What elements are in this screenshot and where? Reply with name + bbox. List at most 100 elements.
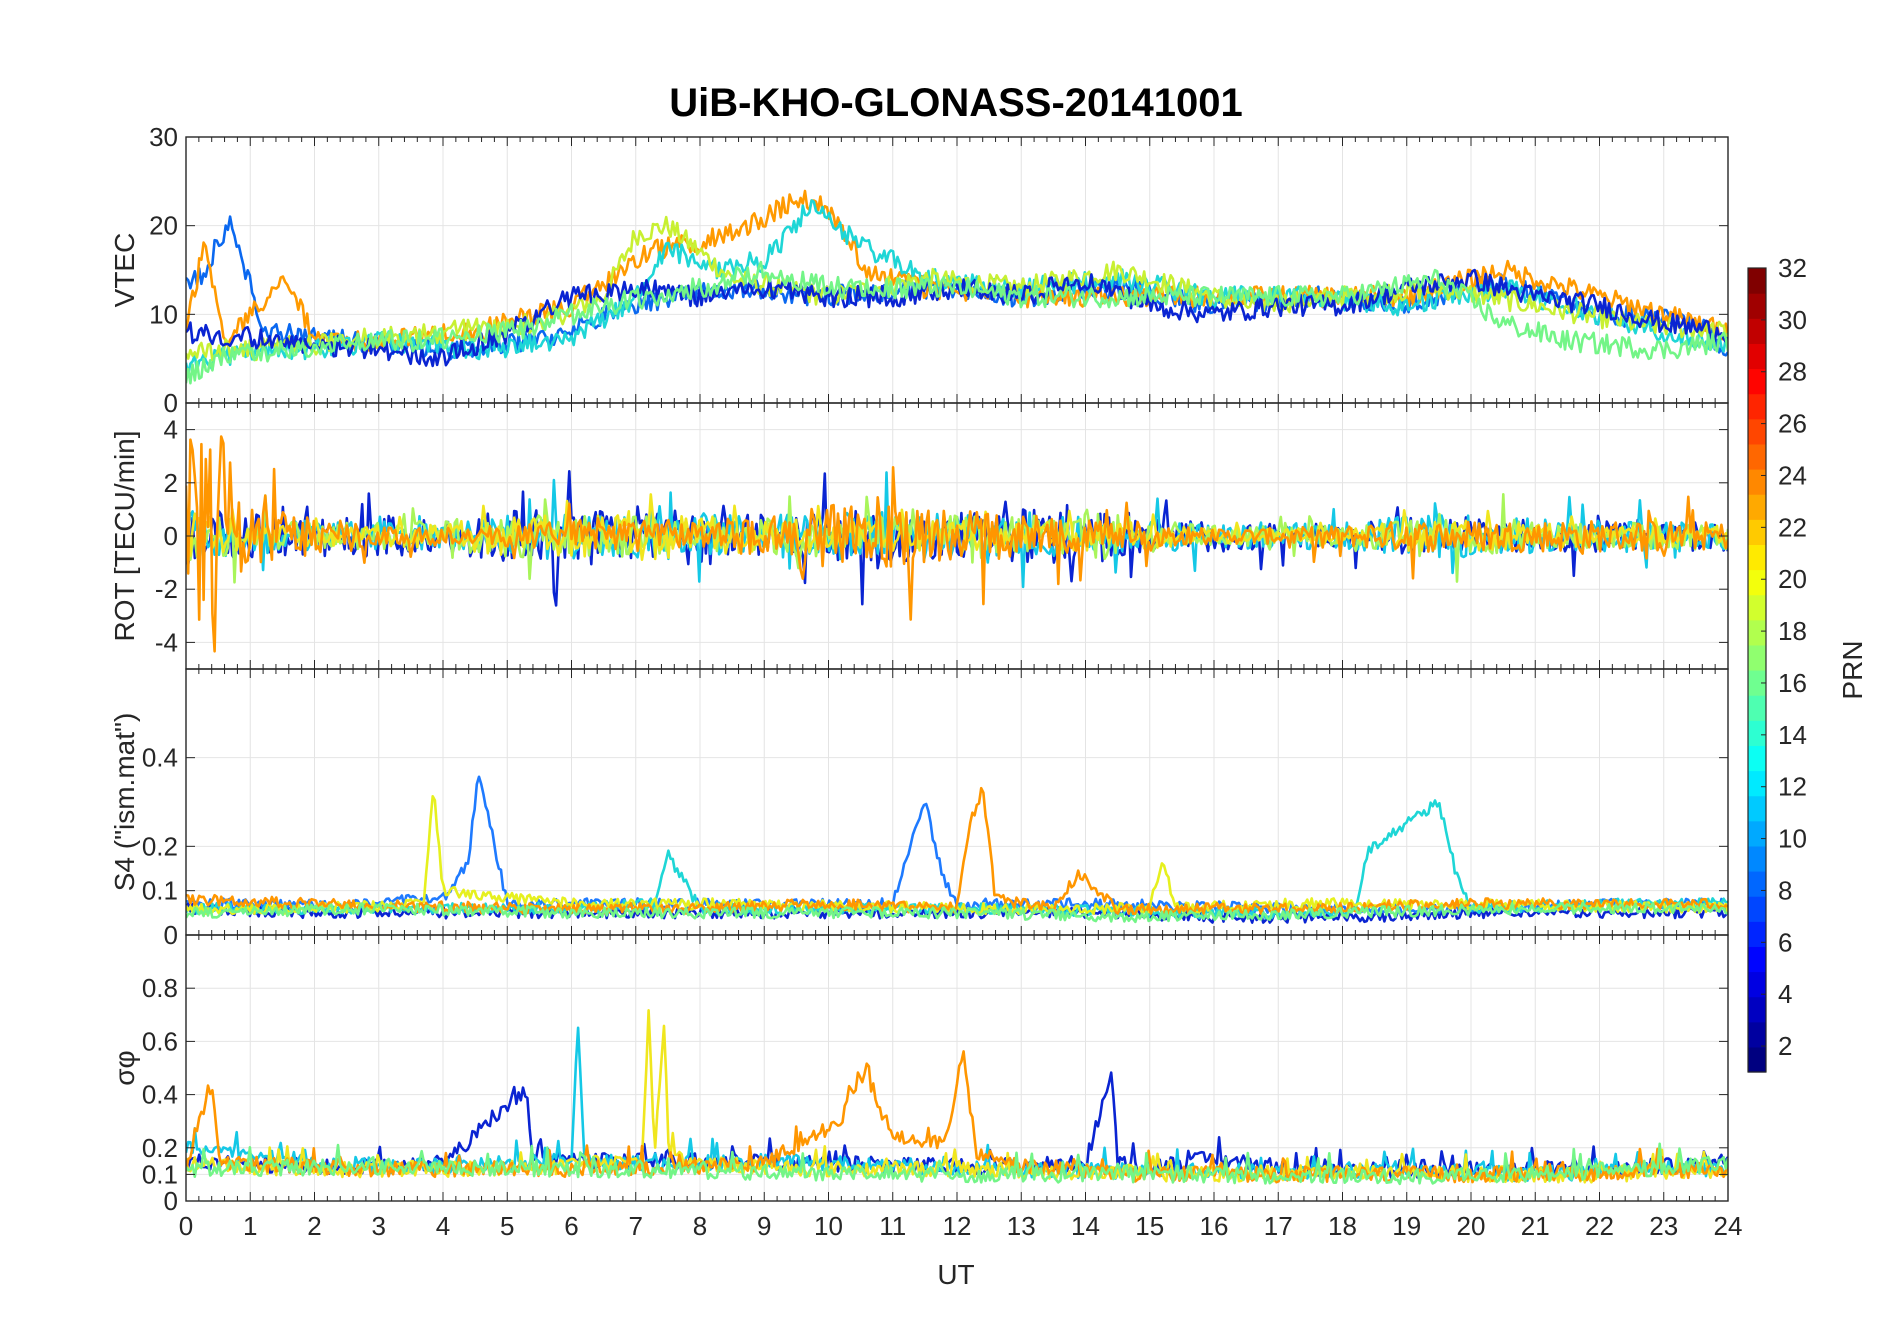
y-tick-label: 0.4 (142, 743, 178, 773)
y-axis-label: ROT [TECU/min] (109, 430, 140, 641)
colorbar-tick-label: 6 (1778, 927, 1792, 957)
panel-3: 0 0.1 0.2 0.4S4 ("ism.mat") (109, 668, 1729, 950)
colorbar-tick-label: 20 (1778, 564, 1807, 594)
x-tick-label: 0 (179, 1211, 193, 1241)
series-group (186, 1009, 1728, 1186)
colorbar-tick-label: 10 (1778, 824, 1807, 854)
y-axis-label: σφ (109, 1050, 140, 1085)
colorbar-segment (1748, 896, 1766, 922)
y-tick-label: 4 (164, 415, 178, 445)
y-tick-label: 0.8 (142, 973, 178, 1003)
colorbar-segment (1748, 996, 1766, 1023)
x-axis-label: UT (937, 1259, 974, 1290)
x-tick-label: 9 (757, 1211, 771, 1241)
x-tick-label: 5 (500, 1211, 514, 1241)
colorbar-segment (1748, 368, 1766, 395)
colorbar-segment (1748, 569, 1766, 596)
colorbar-segment (1748, 845, 1766, 872)
x-tick-label: 13 (1007, 1211, 1036, 1241)
x-tick-label: 3 (372, 1211, 386, 1241)
x-tick-label: 14 (1071, 1211, 1100, 1241)
colorbar-segment (1748, 443, 1766, 470)
panel-2: -4 -2 0 2 4 ROT [TECU/min] (109, 402, 1729, 670)
series-line-prn-23 (186, 1050, 1728, 1184)
y-tick-label: 30 (149, 122, 178, 152)
colorbar-segment (1748, 921, 1766, 947)
colorbar-segment (1748, 795, 1766, 822)
colorbar-label: PRN (1837, 640, 1868, 699)
y-tick-label: 0 (164, 1186, 178, 1216)
colorbar-segment (1748, 293, 1766, 319)
y-tick-label: -4 (155, 627, 178, 657)
colorbar-tick-label: 4 (1778, 979, 1792, 1009)
x-tick-label: 2 (307, 1211, 321, 1241)
colorbar-segment (1748, 268, 1766, 294)
colorbar-segment (1748, 720, 1766, 746)
colorbar-segment (1748, 494, 1766, 520)
colorbar-segment (1748, 393, 1766, 420)
series-line-prn-23 (186, 435, 1728, 653)
y-tick-label: -2 (155, 574, 178, 604)
colorbar-segment (1748, 946, 1766, 973)
x-tick-label: 6 (564, 1211, 578, 1241)
colorbar-segment (1748, 871, 1766, 897)
y-tick-label: 0.6 (142, 1026, 178, 1056)
colorbar-segment (1748, 670, 1766, 696)
colorbar-segment (1748, 343, 1766, 370)
x-tick-label: 4 (436, 1211, 450, 1241)
x-tick-label: 24 (1714, 1211, 1743, 1241)
series-group (186, 435, 1728, 653)
chart-title: UiB-KHO-GLONASS-20141001 (669, 81, 1243, 125)
x-tick-label: 15 (1135, 1211, 1164, 1241)
colorbar-tick-label: 2 (1778, 1031, 1792, 1061)
colorbar-segment (1748, 745, 1766, 772)
x-tick-label: 8 (693, 1211, 707, 1241)
colorbar-segment (1748, 1021, 1766, 1048)
colorbar-segment (1748, 644, 1766, 671)
series-group (186, 775, 1728, 924)
x-tick-label: 23 (1649, 1211, 1678, 1241)
x-tick-label: 12 (943, 1211, 972, 1241)
y-axis-label: S4 ("ism.mat") (109, 713, 140, 892)
colorbar-segment (1748, 695, 1766, 721)
colorbar-segment (1748, 418, 1766, 445)
colorbar-frame (1747, 267, 1767, 1073)
colorbar-tick-label: 14 (1778, 720, 1807, 750)
y-tick-label: 2 (164, 468, 178, 498)
colorbar-tick-label: 8 (1778, 875, 1792, 905)
colorbar-segment (1748, 594, 1766, 621)
y-tick-label: 20 (149, 211, 178, 241)
colorbar-tick-label: 30 (1778, 305, 1807, 335)
x-tick-label: 19 (1392, 1211, 1421, 1241)
x-tick-label: 16 (1200, 1211, 1229, 1241)
colorbar-tick-label: 18 (1778, 616, 1807, 646)
series-line-prn-16 (186, 1142, 1728, 1186)
colorbar-segment (1748, 544, 1766, 571)
series-group (186, 189, 1728, 385)
y-tick-label: 0.2 (142, 831, 178, 861)
colorbar-tick-label: 24 (1778, 460, 1807, 490)
y-tick-label: 10 (149, 299, 178, 329)
colorbar-segment (1748, 469, 1766, 495)
colorbar-segment (1748, 519, 1766, 545)
colorbar-tick-label: 16 (1778, 668, 1807, 698)
x-tick-label: 20 (1457, 1211, 1486, 1241)
colorbar-segment (1748, 820, 1766, 847)
x-tick-label: 21 (1521, 1211, 1550, 1241)
colorbar-segment (1748, 1046, 1766, 1073)
colorbar-segment (1748, 619, 1766, 646)
x-tick-label: 11 (879, 1211, 906, 1241)
y-tick-label: 0 (164, 920, 178, 950)
y-tick-label: 0.4 (142, 1080, 178, 1110)
y-axis-label: VTEC (109, 233, 140, 308)
y-tick-label: 0.1 (142, 1159, 178, 1189)
series-line-prn-16 (186, 901, 1728, 924)
y-tick-label: 0.1 (142, 876, 178, 906)
x-tick-label: 1 (243, 1211, 257, 1241)
y-tick-label: 0 (164, 521, 178, 551)
x-tick-label: 17 (1264, 1211, 1293, 1241)
